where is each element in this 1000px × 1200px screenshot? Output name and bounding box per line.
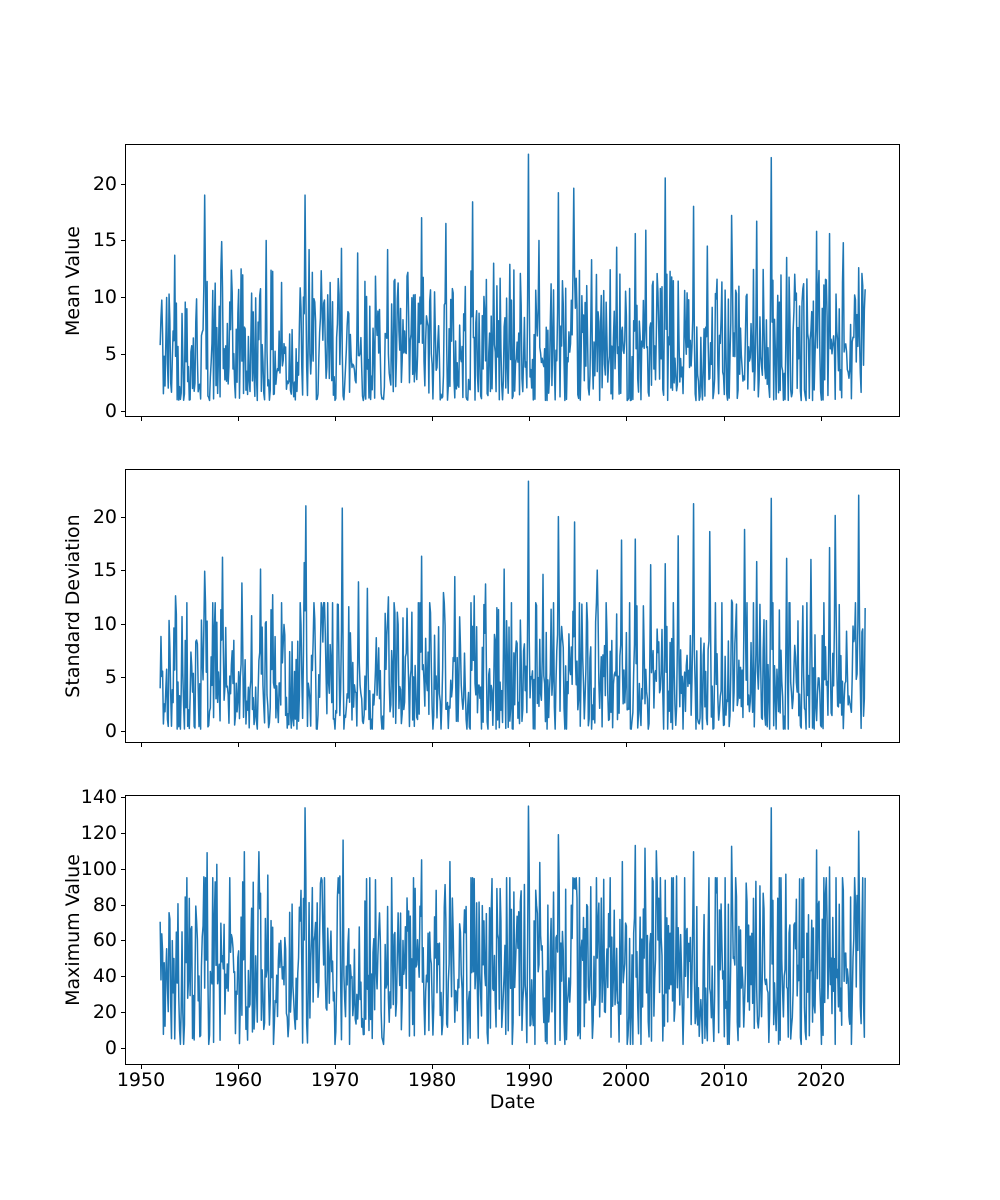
y-tick-label: 15 <box>92 229 117 251</box>
y-tick-label: 120 <box>80 822 117 844</box>
y-tick-label: 10 <box>92 286 117 308</box>
y-tick-mark <box>121 869 125 870</box>
line-series-2 <box>159 805 866 1046</box>
x-tick-mark <box>238 417 239 421</box>
subplot-standard-deviation <box>125 469 900 743</box>
line-series-0 <box>159 153 866 402</box>
x-tick-label: 2010 <box>699 1069 749 1091</box>
x-tick-mark <box>724 743 725 747</box>
x-tick-mark <box>626 743 627 747</box>
y-tick-mark <box>121 1012 125 1013</box>
x-tick-mark <box>335 417 336 421</box>
y-tick-mark <box>121 297 125 298</box>
x-tick-mark <box>724 417 725 421</box>
y-tick-mark <box>121 677 125 678</box>
x-tick-mark <box>821 417 822 421</box>
x-tick-label: 1990 <box>504 1069 554 1091</box>
x-tick-mark <box>529 417 530 421</box>
x-tick-mark <box>626 1065 627 1069</box>
x-axis-label: Date <box>489 1091 536 1113</box>
x-tick-mark <box>432 743 433 747</box>
y-tick-mark <box>121 517 125 518</box>
x-tick-label: 2000 <box>601 1069 651 1091</box>
x-tick-label: 1950 <box>116 1069 166 1091</box>
y-tick-label: 15 <box>92 559 117 581</box>
x-tick-mark <box>432 417 433 421</box>
line-series-1 <box>159 480 866 730</box>
y-tick-label: 60 <box>92 929 117 951</box>
y-tick-label: 0 <box>104 1037 117 1059</box>
y-tick-mark <box>121 354 125 355</box>
x-tick-label: 1970 <box>310 1069 360 1091</box>
y-tick-label: 10 <box>92 613 117 635</box>
x-tick-mark <box>238 743 239 747</box>
y-tick-mark <box>121 624 125 625</box>
y-tick-label: 20 <box>92 506 117 528</box>
x-tick-label: 1980 <box>407 1069 457 1091</box>
x-tick-label: 1960 <box>213 1069 263 1091</box>
subplot-maximum-value <box>125 795 900 1065</box>
y-tick-label: 100 <box>80 858 117 880</box>
y-tick-label: 0 <box>104 720 117 742</box>
plot-canvas <box>159 805 866 1046</box>
x-tick-mark <box>141 743 142 747</box>
y-tick-mark <box>121 976 125 977</box>
x-tick-mark <box>821 743 822 747</box>
y-tick-label: 0 <box>104 400 117 422</box>
y-tick-mark <box>121 240 125 241</box>
y-tick-label: 5 <box>104 343 117 365</box>
x-tick-mark <box>432 1065 433 1069</box>
y-tick-mark <box>121 411 125 412</box>
y-tick-mark <box>121 797 125 798</box>
plot-canvas <box>159 153 866 402</box>
y-tick-mark <box>121 940 125 941</box>
y-tick-mark <box>121 1048 125 1049</box>
x-tick-mark <box>141 417 142 421</box>
x-tick-mark <box>238 1065 239 1069</box>
x-tick-mark <box>529 743 530 747</box>
y-tick-mark <box>121 184 125 185</box>
x-tick-label: 2020 <box>796 1069 846 1091</box>
y-tick-label: 40 <box>92 965 117 987</box>
y-tick-mark <box>121 905 125 906</box>
y-tick-label: 5 <box>104 666 117 688</box>
y-tick-mark <box>121 570 125 571</box>
y-tick-label: 140 <box>80 786 117 808</box>
y-tick-mark <box>121 731 125 732</box>
x-tick-mark <box>821 1065 822 1069</box>
x-tick-mark <box>335 1065 336 1069</box>
x-tick-mark <box>724 1065 725 1069</box>
x-tick-mark <box>141 1065 142 1069</box>
y-tick-label: 80 <box>92 894 117 916</box>
x-tick-mark <box>626 417 627 421</box>
x-tick-mark <box>335 743 336 747</box>
y-tick-label: 20 <box>92 1001 117 1023</box>
x-tick-mark <box>529 1065 530 1069</box>
y-tick-mark <box>121 833 125 834</box>
y-tick-label: 20 <box>92 173 117 195</box>
plot-canvas <box>159 480 866 730</box>
subplot-mean-value <box>125 144 900 417</box>
